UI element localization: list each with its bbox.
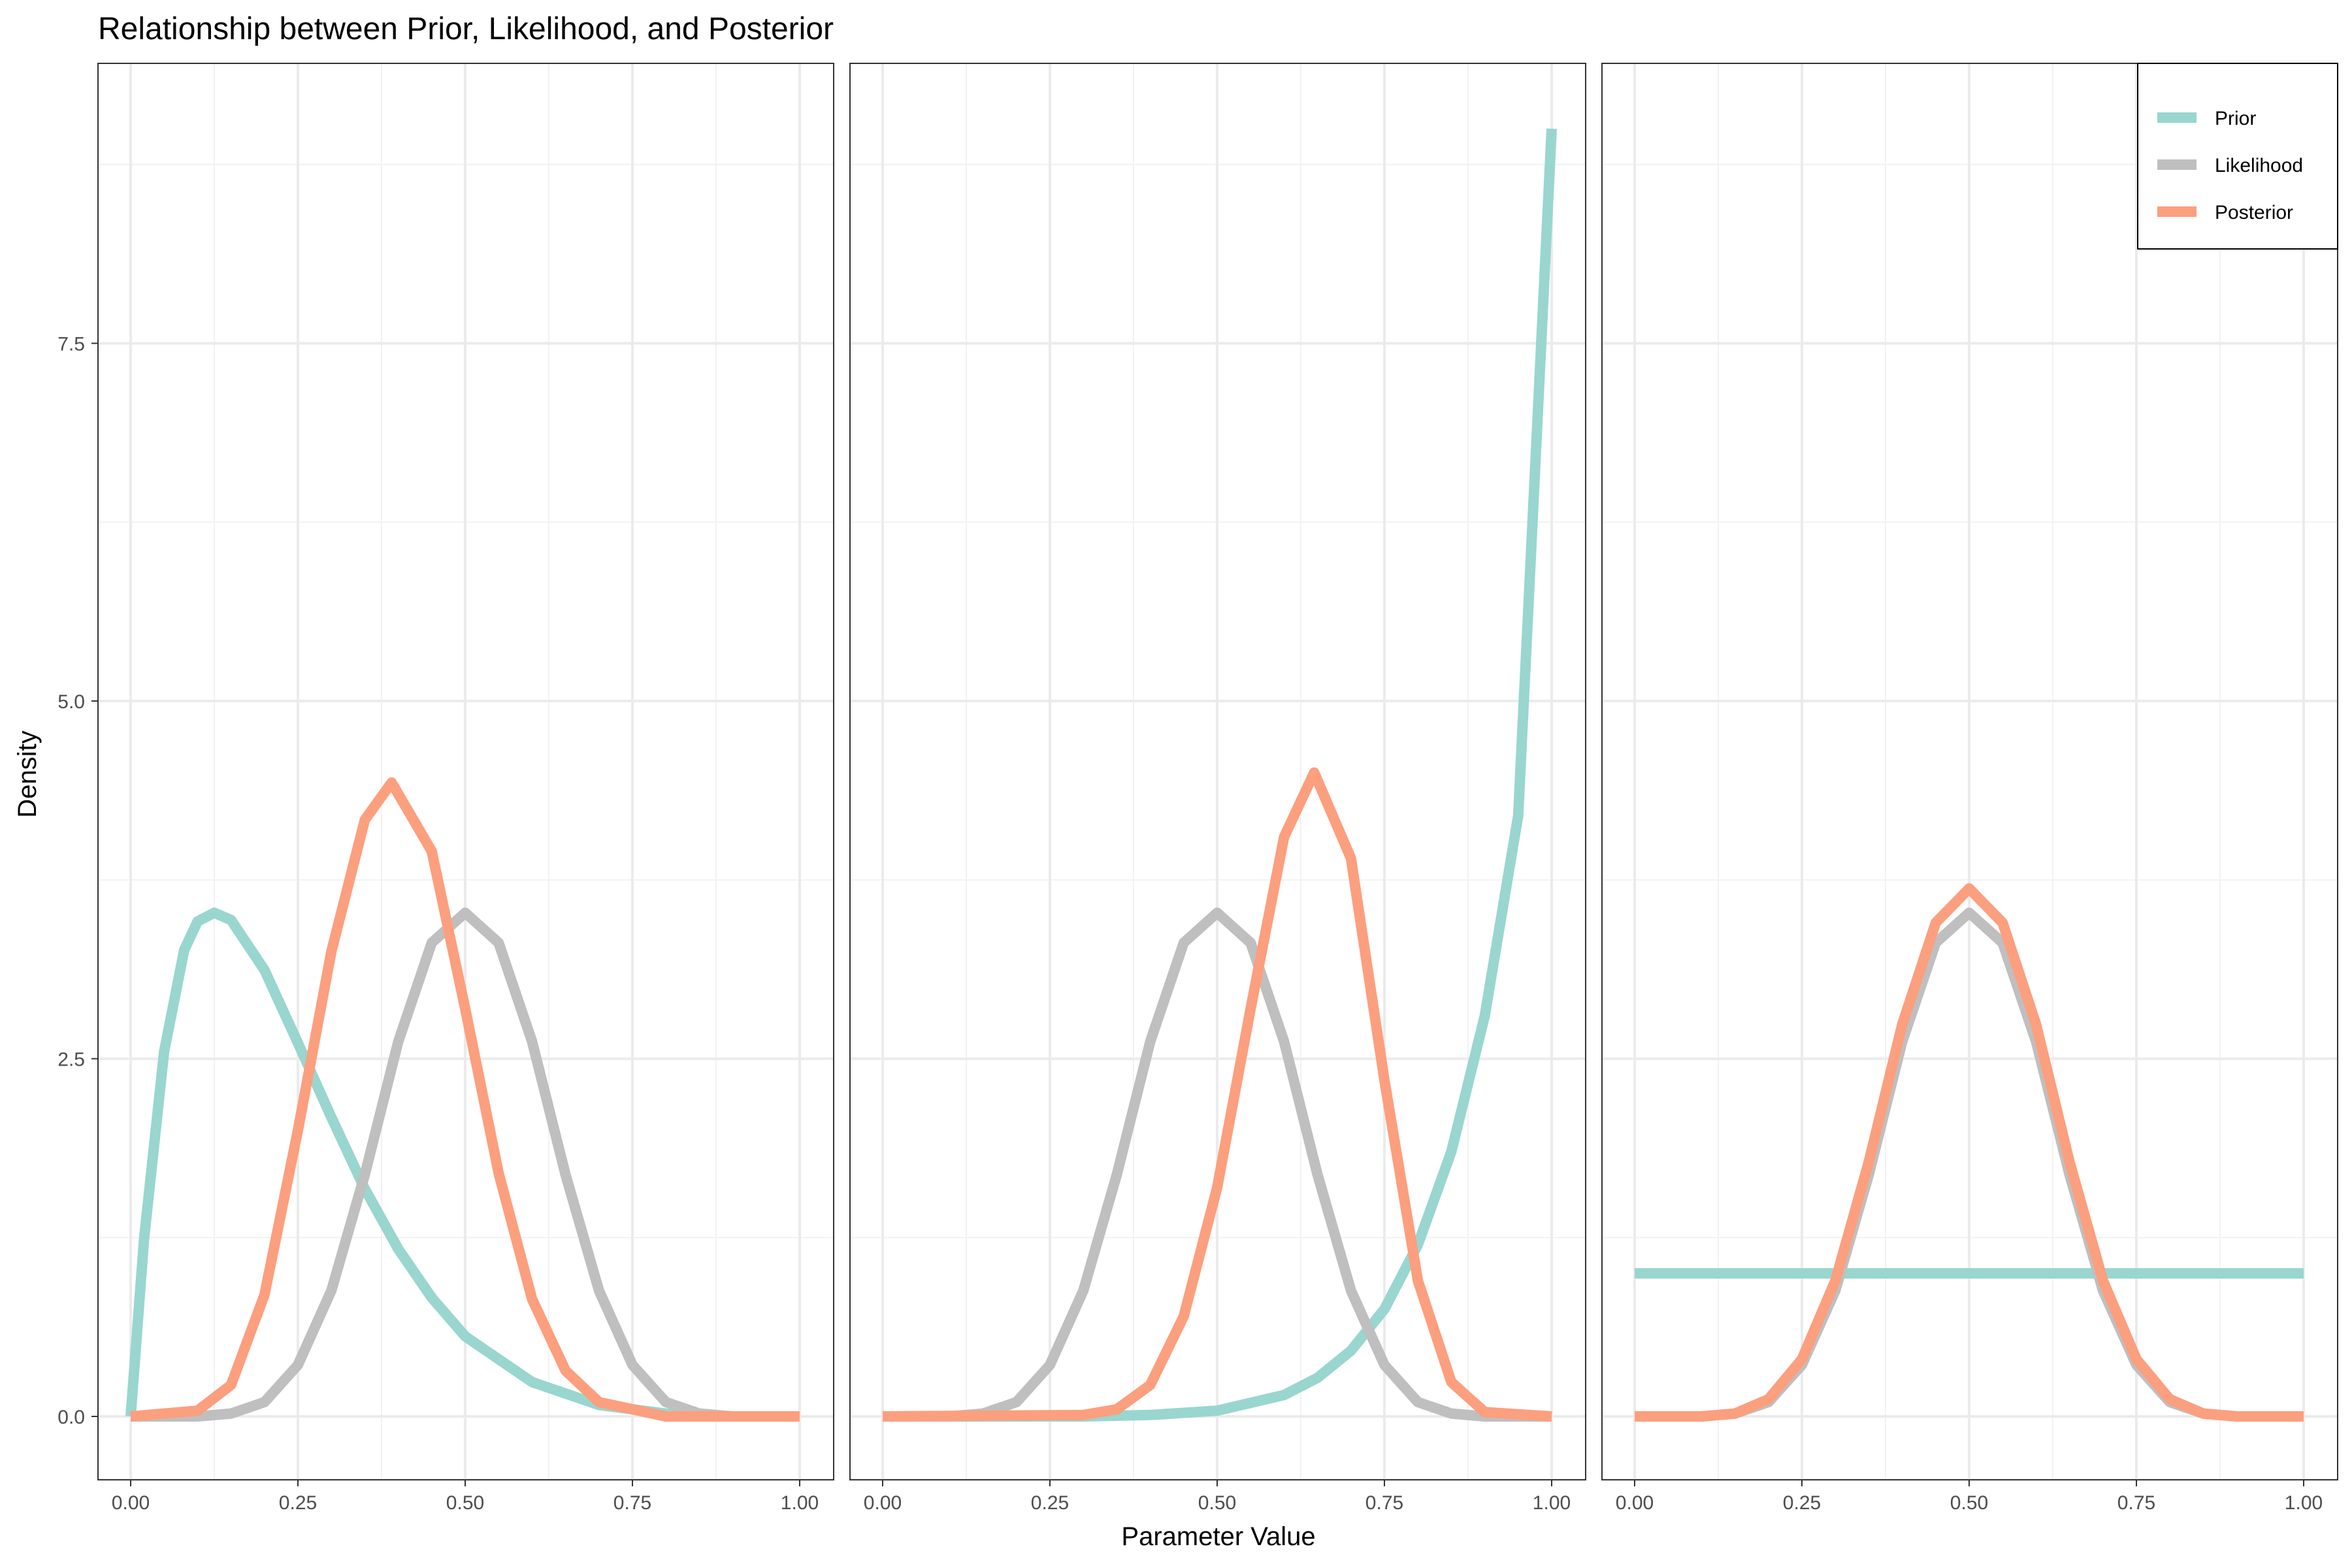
- x-tick-label: 0.25: [1031, 1492, 1069, 1514]
- panels: 0.00 0.25 0.50 0.75 1.00 0.0 2.5 5.0 7.5 0.00 0.25…: [57, 63, 2338, 1514]
- x-tick-label: 0.75: [2117, 1492, 2155, 1514]
- x-tick-label: 0.75: [1365, 1492, 1403, 1514]
- legend-label-likelihood: Likelihood: [2215, 155, 2303, 176]
- series-line-posterior: [1635, 883, 2304, 1422]
- x-tick-label: 0.25: [279, 1492, 317, 1514]
- x-tick-label: 0.50: [446, 1492, 484, 1514]
- x-tick-label: 0.75: [613, 1492, 651, 1514]
- x-tick-label: 0.00: [1616, 1492, 1654, 1514]
- x-tick-label: 0.50: [1198, 1492, 1236, 1514]
- series-line-posterior: [882, 767, 1552, 1422]
- x-tick-label: 0.00: [864, 1492, 902, 1514]
- y-tick-label: 7.5: [57, 334, 85, 355]
- y-tick-label: 2.5: [57, 1049, 85, 1071]
- legend-label-prior: Prior: [2215, 108, 2256, 129]
- x-tick-label: 1.00: [2285, 1492, 2323, 1514]
- chart-title: Relationship between Prior, Likelihood, …: [98, 12, 834, 46]
- series-line-posterior: [130, 777, 800, 1422]
- panel-1: 0.00 0.25 0.50 0.75 1.00 0.0 2.5 5.0 7.5: [57, 63, 834, 1514]
- panel-3: 0.00 0.25 0.50 0.75 1.00: [1601, 63, 2338, 1514]
- legend-box: [2137, 63, 2338, 250]
- x-tick-label: 1.00: [781, 1492, 819, 1514]
- y-axis-title: Density: [13, 730, 42, 817]
- x-tick-label: 0.00: [112, 1492, 150, 1514]
- legend: Prior Likelihood Posterior: [2137, 63, 2338, 250]
- series-line-likelihood: [131, 907, 800, 1422]
- x-tick-label: 1.00: [1533, 1492, 1571, 1514]
- panel-2: 0.00 0.25 0.50 0.75 1.00: [849, 63, 1586, 1514]
- x-tick-label: 0.25: [1783, 1492, 1821, 1514]
- x-axis-title: Parameter Value: [1121, 1522, 1315, 1551]
- y-tick-label: 5.0: [57, 691, 85, 713]
- series-line-prior: [883, 128, 1557, 1422]
- x-tick-label: 0.50: [1950, 1492, 1988, 1514]
- legend-label-posterior: Posterior: [2215, 202, 2293, 223]
- y-tick-label: 0.0: [57, 1407, 85, 1428]
- series-line-likelihood: [883, 907, 1552, 1422]
